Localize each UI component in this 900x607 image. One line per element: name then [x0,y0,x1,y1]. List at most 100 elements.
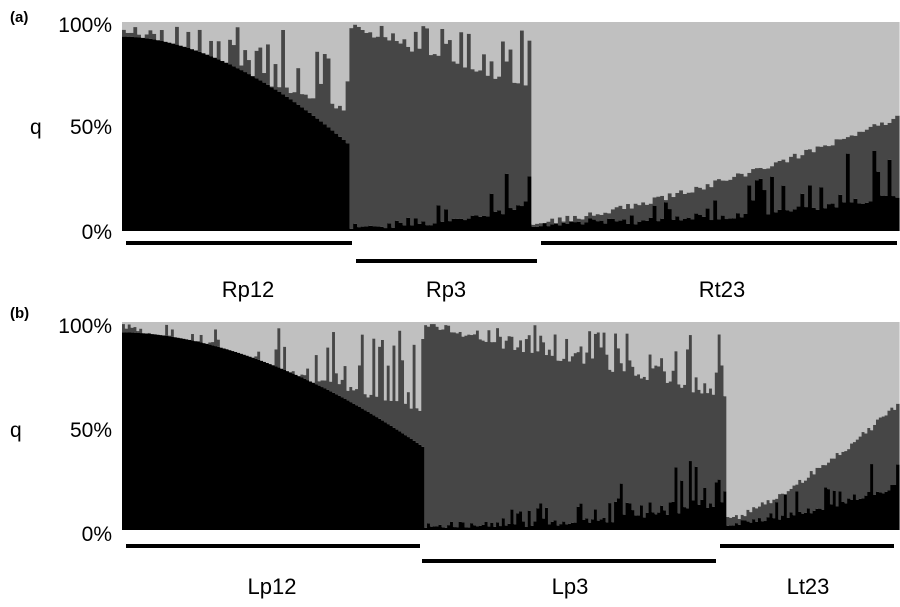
bar-segment-cluster1 [584,223,588,232]
bar-segment-cluster3 [493,22,497,79]
bar-segment-cluster1 [323,125,327,231]
bar-segment-cluster2 [122,30,126,37]
bar-segment-cluster1 [683,219,687,231]
bar-segment-cluster3 [338,22,342,106]
bar-segment-cluster3 [255,22,259,51]
bar-segment-cluster1 [145,38,149,231]
bar-segment-cluster2 [384,37,388,228]
bar-segment-cluster1 [747,185,751,231]
bar-segment-cluster3 [770,22,774,166]
bar-segment-cluster1 [800,194,804,231]
bar-segment-cluster3 [558,22,562,217]
bar-segment-cluster3 [884,22,888,125]
bar-segment-cluster3 [418,22,422,49]
bar-segment-cluster2 [312,98,316,115]
bar-segment-cluster3 [395,22,399,41]
bar-segment-cluster2 [725,181,729,219]
bar-segment-cluster2 [512,83,516,210]
bar-segment-cluster2 [668,193,672,209]
bar-segment-cluster2 [808,149,812,185]
bar-segment-cluster1 [565,224,569,231]
bar-segment-cluster2 [804,150,808,207]
bar-segment-cluster2 [876,126,880,172]
bar-segment-cluster2 [478,70,482,216]
bar-segment-cluster2 [152,34,156,40]
bar-segment-cluster3 [372,22,376,38]
bar-segment-cluster1 [600,221,604,231]
bar-segment-cluster1 [463,220,467,231]
bar-segment-cluster3 [675,22,679,193]
bar-segment-cluster3 [698,22,702,188]
bar-segment-cluster3 [539,22,543,223]
bar-segment-cluster2 [300,94,304,107]
bar-segment-cluster2 [319,84,323,122]
bar-segment-cluster2 [634,204,638,225]
bar-segment-cluster1 [770,177,774,231]
bar-segment-cluster3 [122,22,126,30]
bar-segment-cluster2 [482,54,486,216]
bar-segment-cluster3 [190,22,194,49]
bar-segment-cluster3 [717,22,721,179]
bar-segment-cluster2 [592,216,596,220]
bar-segment-cluster3 [869,22,873,127]
bar-segment-cluster2 [797,158,801,206]
bar-segment-cluster2 [709,187,713,220]
bar-segment-cluster1 [842,202,846,231]
bar-segment-cluster3 [547,22,551,222]
bar-segment-cluster1 [547,226,551,231]
bar-segment-cluster3 [312,22,316,98]
bar-segment-cluster1 [368,226,372,231]
bar-segment-cluster3 [888,22,892,123]
bar-segment-cluster1 [387,223,391,231]
bar-segment-cluster2 [675,193,679,216]
bar-segment-cluster3 [251,22,255,76]
bar-segment-cluster3 [277,22,281,87]
bar-segment-cluster3 [334,22,338,108]
bar-segment-cluster2 [842,139,846,202]
bar-segment-cluster2 [857,132,861,204]
bar-segment-cluster1 [835,207,839,231]
bar-segment-cluster3 [637,22,641,205]
bar-segment-cluster1 [728,219,732,231]
bar-segment-cluster2 [607,213,611,219]
bar-segment-cluster3 [702,22,706,189]
ylabel-a: q [30,116,42,139]
bar-segment-cluster1 [778,210,782,231]
ytick-0-a: 0% [82,221,112,244]
bar-segment-cluster3 [857,22,861,132]
bar-segment-cluster1 [353,224,357,231]
bar-segment-cluster3 [232,22,236,45]
bar-segment-cluster1 [338,137,342,231]
bar-segment-cluster3 [725,22,729,181]
bar-segment-cluster2 [315,52,319,119]
bar-segment-cluster2 [573,216,577,222]
bar-segment-cluster2 [365,33,369,226]
bar-segment-cluster2 [865,130,869,203]
bar-segment-cluster1 [486,217,490,231]
bar-segment-cluster2 [603,213,607,224]
bar-segment-cluster1 [520,206,524,231]
bar-segment-cluster2 [861,132,865,204]
bar-segment-cluster1 [202,53,206,231]
bar-segment-cluster1 [349,229,353,231]
bar-segment-cluster1 [384,228,388,231]
bar-segment-cluster3 [543,22,547,223]
bar-segment-cluster3 [380,22,384,26]
bar-segment-cluster1 [402,225,406,231]
bar-segment-cluster2 [528,41,532,177]
bar-segment-cluster2 [554,223,558,224]
bar-segment-cluster3 [876,22,880,126]
bar-segment-cluster3 [596,22,600,214]
bar-segment-cluster3 [285,22,289,88]
bar-segment-cluster2 [539,223,543,226]
bar-segment-cluster3 [160,22,164,30]
bar-segment-cluster3 [243,22,247,50]
bar-segment-cluster3 [289,22,293,93]
bar-segment-cluster3 [800,22,804,155]
bar-segment-cluster1 [577,222,581,231]
bar-segment-cluster2 [520,31,524,206]
bar-segment-cluster3 [721,22,725,181]
bar-segment-cluster2 [133,27,137,37]
bar-segment-cluster2 [448,40,452,221]
bar-segment-cluster1 [289,99,293,231]
